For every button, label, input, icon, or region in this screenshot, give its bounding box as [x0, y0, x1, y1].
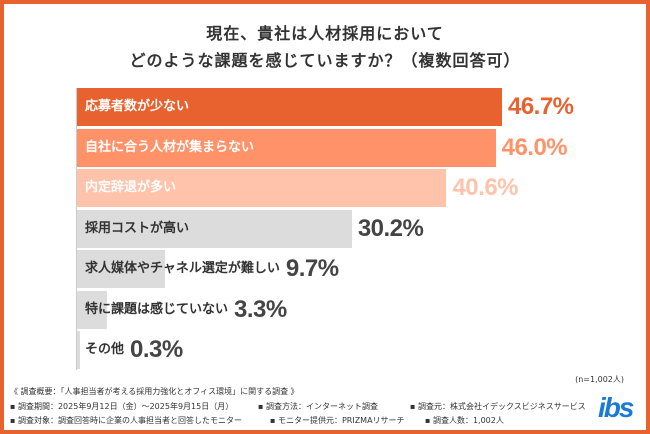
sample-size: (n=1,002人)	[575, 375, 624, 384]
category-label: 採用コストが高い	[85, 220, 190, 236]
bar	[77, 250, 166, 288]
value-label: 9.7%	[285, 255, 339, 282]
value-label: 0.3%	[130, 336, 183, 363]
survey-count: ▪ 調査人数：1,002人	[425, 416, 504, 425]
category-label: 自社に合う人材が集まらない	[85, 139, 255, 155]
chart-title-line1: 現在、貴社は人材採用において	[206, 24, 444, 43]
bar	[77, 169, 447, 207]
bar	[77, 88, 502, 126]
bar	[77, 331, 80, 369]
survey-method: ▪ 調査方法：インターネット調査	[258, 402, 378, 411]
value-label: 46.0%	[501, 133, 568, 161]
bar	[77, 209, 352, 248]
survey-target: ▪ 調査対象：調査回答時に企業の人事担当者と回答したモニター	[10, 416, 242, 425]
value-label: 30.2%	[357, 214, 424, 242]
value-label: 40.6%	[452, 174, 519, 201]
chart-title-line2: どのような課題を感じていますか？（複数回答可）	[129, 51, 521, 70]
category-label: その他	[85, 342, 125, 357]
bar	[77, 290, 108, 329]
category-label: 内定辞退が多い	[85, 180, 177, 195]
category-label: 応募者数が少ない	[85, 99, 190, 114]
axis-line	[76, 88, 77, 370]
value-label: 3.3%	[234, 295, 287, 323]
monitor-provider: ▪ モニター提供元：PRIZMAリサーチ	[270, 416, 405, 425]
survey-period: ▪ 調査期間：2025年9月12日（金）〜2025年9月15日（月）	[10, 402, 234, 411]
bar	[77, 128, 496, 167]
survey-summary: 《 調査概要：「人事担当者が考える採用力強化とオフィス環境」に関する調査 》	[10, 387, 299, 396]
value-label: 46.7%	[507, 93, 574, 120]
ibs-logo: ibs	[598, 392, 634, 423]
survey-source: ▪ 調査元：株式会社イデックスビジネスサービス	[410, 402, 586, 411]
category-label: 求人媒体やチャネル選定が難しい	[85, 261, 280, 276]
category-label: 特に課題は感じていない	[85, 301, 229, 317]
